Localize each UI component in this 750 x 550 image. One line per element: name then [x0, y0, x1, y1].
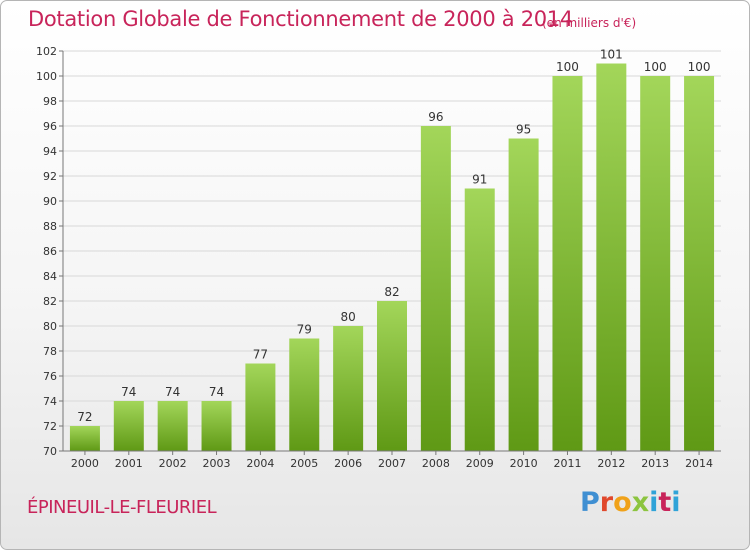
y-tick-label: 102: [36, 45, 57, 58]
data-label: 74: [121, 385, 136, 399]
x-tick-label: 2008: [422, 457, 450, 470]
x-tick-label: 2011: [553, 457, 581, 470]
x-tick-label: 2004: [246, 457, 274, 470]
y-tick-label: 70: [43, 445, 57, 458]
bar-2008[interactable]: [420, 126, 451, 451]
data-label: 96: [428, 110, 443, 124]
x-tick-label: 2003: [203, 457, 231, 470]
data-label: 91: [472, 173, 487, 187]
bar-2009[interactable]: [464, 188, 495, 452]
data-label: 72: [77, 410, 92, 424]
chart-subtitle: (en milliers d'€): [542, 16, 637, 30]
commune-name: ÉPINEUIL-LE-FLEURIEL: [27, 497, 217, 518]
y-tick-label: 100: [36, 70, 57, 83]
data-label: 79: [297, 323, 312, 337]
bar-2010[interactable]: [508, 138, 539, 452]
data-label: 77: [253, 348, 268, 362]
axes: 70 72 74 76 78 80 82 84 86 88 90 92 94 96 98 100 102 2000…: [36, 45, 721, 470]
bar-2001[interactable]: [113, 401, 144, 451]
data-label: 82: [384, 285, 399, 299]
y-tick-label: 82: [43, 295, 57, 308]
y-tick-label: 76: [43, 370, 57, 383]
bars: 72 74 74 74 77 79 80 82 96 91 95 100 101 100 100: [69, 48, 715, 452]
data-label: 74: [209, 385, 224, 399]
bar-2005[interactable]: [289, 338, 320, 452]
bar-2013[interactable]: [640, 76, 671, 451]
logo-letter: t: [658, 487, 672, 518]
x-tick-label: 2009: [466, 457, 494, 470]
y-tick-label: 90: [43, 195, 57, 208]
y-tick-label: 80: [43, 320, 57, 333]
logo-letter: o: [613, 487, 632, 518]
logo-letter: P: [580, 487, 600, 518]
x-tick-label: 2007: [378, 457, 406, 470]
x-tick-label: 2012: [597, 457, 625, 470]
bar-2007[interactable]: [377, 301, 407, 451]
bar-2002[interactable]: [157, 401, 188, 451]
bar-2011[interactable]: [552, 76, 583, 451]
x-tick-label: 2002: [159, 457, 187, 470]
y-tick-label: 78: [43, 345, 57, 358]
data-label: 74: [165, 385, 180, 399]
logo-letter: x: [631, 487, 650, 518]
x-tick-label: 2005: [290, 457, 318, 470]
proxiti-logo[interactable]: Proxiti: [580, 487, 681, 518]
x-tick-label: 2001: [115, 457, 143, 470]
y-tick-label: 86: [43, 245, 57, 258]
y-tick-label: 98: [43, 95, 57, 108]
bar-2006[interactable]: [333, 326, 364, 451]
bar-2004[interactable]: [245, 363, 276, 452]
chart-title: Dotation Globale de Fonctionnement de 20…: [28, 7, 573, 31]
y-tick-label: 94: [43, 145, 57, 158]
x-tick-label: 2013: [641, 457, 669, 470]
y-tick-label: 88: [43, 220, 57, 233]
x-tick-label: 2000: [71, 457, 99, 470]
data-label: 100: [556, 60, 579, 74]
x-tick-label: 2014: [685, 457, 713, 470]
y-tick-label: 74: [43, 395, 57, 408]
x-tick-label: 2010: [510, 457, 538, 470]
y-tick-label: 96: [43, 120, 57, 133]
bar-2012[interactable]: [596, 63, 627, 452]
y-tick-label: 92: [43, 170, 57, 183]
data-label: 80: [340, 310, 355, 324]
bar-2003[interactable]: [201, 401, 232, 451]
x-tick-label: 2006: [334, 457, 362, 470]
bar-2014[interactable]: [684, 76, 715, 451]
y-tick-label: 84: [43, 270, 57, 283]
data-label: 100: [644, 60, 667, 74]
data-label: 95: [516, 123, 531, 137]
bar-2000[interactable]: [69, 426, 100, 451]
logo-letter: i: [671, 487, 681, 518]
logo-letter: r: [599, 487, 614, 518]
data-label: 100: [688, 60, 711, 74]
data-label: 101: [600, 48, 623, 62]
y-tick-label: 72: [43, 420, 57, 433]
logo-letter: i: [649, 487, 659, 518]
